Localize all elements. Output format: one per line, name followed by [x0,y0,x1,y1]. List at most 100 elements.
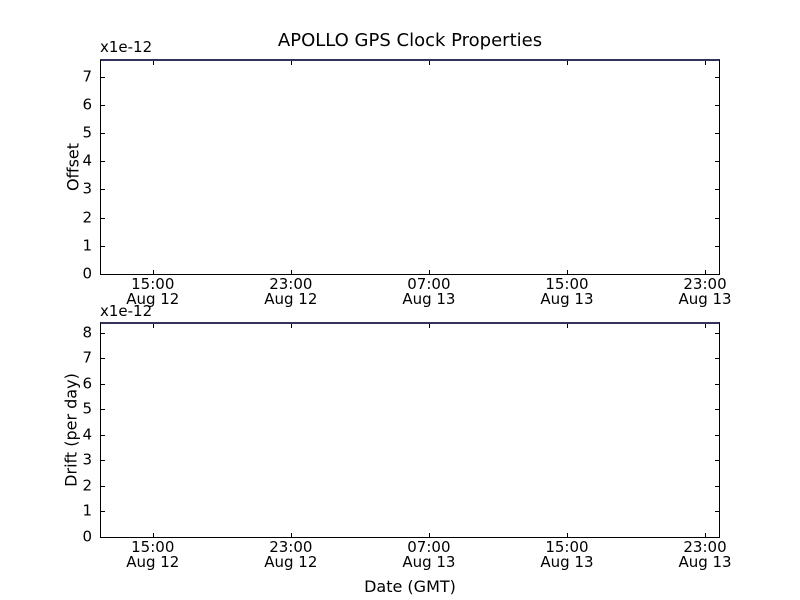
y-tick-mark [715,217,719,219]
x-tick-date: Aug 13 [402,290,456,308]
x-tick-date: Aug 12 [264,290,318,308]
y-tick-label: 6 [82,95,92,114]
y-tick-label: 3 [82,179,92,198]
y-tick-mark [715,460,719,462]
x-tick-time: 15:00 [545,275,589,293]
x-tick-mark [428,61,430,65]
y-tick-mark [715,245,719,247]
x-tick-label: 07:00 Aug 13 [402,540,455,570]
x-tick-label: 23:00 Aug 13 [678,540,731,570]
y-tick-label: 0 [82,264,92,283]
x-tick-date: Aug 13 [540,290,594,308]
x-tick-time: 23:00 [683,275,727,293]
x-tick-mark [566,61,568,65]
y-tick-label: 8 [82,323,92,342]
y-axis-offset-text-top: x1e-12 [100,38,153,56]
x-tick-date: Aug 12 [264,553,318,571]
x-tick-label: 23:00 Aug 12 [264,277,317,307]
x-tick-mark [705,324,707,328]
x-tick-label: 23:00 Aug 13 [678,277,731,307]
drift-plot-area: 0 1 2 3 4 5 6 7 8 15:00 Aug 12 23:00 Aug 12 07:00 Aug … [82,322,732,570]
y-tick-label: 7 [82,348,92,367]
y-tick-mark [101,383,105,385]
y-tick-mark [101,332,105,334]
y-tick-mark [101,434,105,436]
y-tick-mark [101,537,105,538]
y-tick-label: 4 [82,425,92,444]
x-tick-label: 15:00 Aug 13 [540,540,593,570]
y-tick-mark [715,537,719,538]
y-tick-mark [715,161,719,163]
x-tick-mark [152,270,154,274]
x-tick-label: 23:00 Aug 12 [264,540,317,570]
y-axis-label-drift: Drift (per day) [61,373,81,487]
x-tick-label: 15:00 Aug 12 [126,540,179,570]
y-tick-label: 7 [82,67,92,86]
x-tick-time: 23:00 [269,275,313,293]
y-tick-mark [101,511,105,513]
y-tick-mark [715,104,719,106]
y-tick-mark [101,358,105,360]
y-tick-label: 1 [82,501,92,520]
y-tick-mark [715,274,719,275]
x-tick-label: 15:00 Aug 12 [126,277,179,307]
y-tick-label: 5 [82,399,92,418]
x-tick-mark [705,270,707,274]
y-tick-label: 4 [82,151,92,170]
y-tick-label: 1 [82,236,92,255]
x-tick-time: 07:00 [407,275,451,293]
y-tick-mark [101,76,105,78]
y-tick-mark [715,332,719,334]
y-tick-mark [101,274,105,275]
y-tick-mark [101,161,105,163]
y-tick-mark [101,189,105,191]
x-tick-mark [152,533,154,537]
y-tick-mark [101,409,105,411]
y-tick-mark [101,460,105,462]
x-tick-date: Aug 13 [402,553,456,571]
y-axis-label-offset: Offset [63,142,83,192]
y-tick-mark [101,217,105,219]
x-tick-mark [705,533,707,537]
x-tick-time: 15:00 [131,538,175,556]
x-tick-date: Aug 13 [678,553,732,571]
x-tick-label: 15:00 Aug 13 [540,277,593,307]
x-axis-label: Date (GMT) [364,577,456,596]
y-tick-mark [715,189,719,191]
x-tick-mark [290,61,292,65]
x-tick-time: 15:00 [131,275,175,293]
x-tick-date: Aug 12 [126,290,180,308]
y-tick-mark [715,358,719,360]
y-tick-mark [101,485,105,487]
y-axis-offset-text-bottom: x1e-12 [100,302,153,320]
y-tick-mark [101,104,105,106]
x-tick-mark [290,533,292,537]
x-tick-mark [566,533,568,537]
y-tick-label: 3 [82,450,92,469]
y-tick-mark [715,409,719,411]
x-tick-time: 07:00 [407,538,451,556]
x-tick-date: Aug 12 [126,553,180,571]
y-tick-label: 0 [82,527,92,546]
y-tick-mark [715,434,719,436]
chart-title: APOLLO GPS Clock Properties [277,30,543,51]
y-tick-mark [715,133,719,135]
x-tick-mark [428,324,430,328]
x-tick-mark [705,61,707,65]
x-tick-mark [428,533,430,537]
x-tick-time: 23:00 [683,538,727,556]
y-tick-mark [715,76,719,78]
y-tick-mark [715,383,719,385]
offset-plot-area: 0 1 2 3 4 5 6 7 15:00 Aug 12 23:00 Aug 12 07:00 Aug 1… [82,59,732,307]
y-tick-label: 2 [82,208,92,227]
y-tick-label: 6 [82,374,92,393]
x-tick-time: 15:00 [545,538,589,556]
y-tick-mark [101,133,105,135]
x-tick-mark [428,270,430,274]
x-tick-label: 07:00 Aug 13 [402,277,455,307]
x-tick-mark [290,324,292,328]
x-tick-date: Aug 13 [540,553,594,571]
x-tick-mark [566,324,568,328]
y-tick-mark [715,511,719,513]
